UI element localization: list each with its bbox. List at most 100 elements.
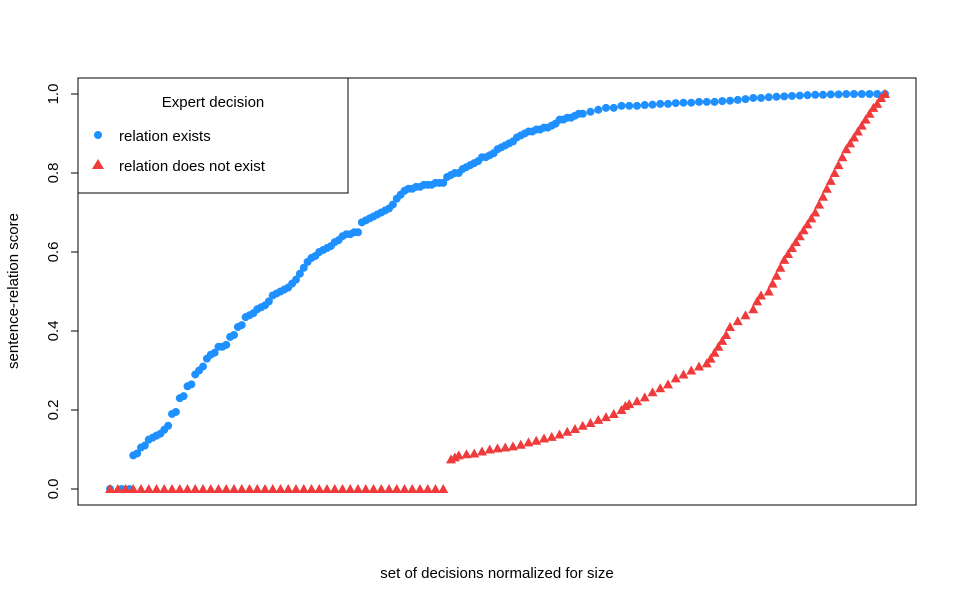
- data-point-relation-does-not-exist: [779, 254, 790, 264]
- data-point-relation-does-not-exist: [159, 484, 170, 493]
- data-point-relation-does-not-exist: [523, 437, 534, 447]
- data-point-relation-exists: [625, 101, 634, 110]
- data-point-relation-does-not-exist: [725, 322, 735, 332]
- data-point-relation-exists: [230, 330, 238, 339]
- data-point-relation-does-not-exist: [484, 444, 495, 454]
- data-point-relation-does-not-exist: [814, 199, 825, 209]
- y-tick-label: 1.0: [45, 84, 62, 105]
- data-point-relation-does-not-exist: [469, 448, 480, 458]
- data-point-relation-does-not-exist: [438, 484, 449, 493]
- data-point-relation-does-not-exist: [322, 484, 332, 493]
- data-point-relation-exists: [187, 380, 196, 389]
- data-point-relation-exists: [857, 90, 866, 98]
- data-point-relation-does-not-exist: [833, 160, 844, 170]
- data-point-relation-does-not-exist: [213, 484, 224, 493]
- data-point-relation-does-not-exist: [601, 412, 611, 422]
- data-point-relation-exists: [439, 178, 448, 187]
- data-point-relation-exists: [164, 421, 173, 430]
- data-point-relation-does-not-exist: [787, 243, 797, 253]
- legend-marker-relation-exists: [94, 131, 102, 139]
- data-point-relation-does-not-exist: [771, 270, 782, 280]
- data-point-relation-exists: [795, 91, 804, 100]
- data-point-relation-does-not-exist: [384, 484, 394, 493]
- data-point-relation-does-not-exist: [314, 484, 325, 493]
- data-point-relation-does-not-exist: [837, 152, 848, 162]
- data-point-relation-exists: [299, 263, 308, 272]
- data-point-relation-does-not-exist: [763, 286, 774, 296]
- data-point-relation-exists: [388, 200, 397, 209]
- data-point-relation-exists: [811, 90, 820, 99]
- data-point-relation-does-not-exist: [825, 175, 836, 185]
- data-point-relation-does-not-exist: [360, 484, 371, 493]
- data-point-relation-exists: [710, 97, 719, 106]
- data-point-relation-exists: [199, 362, 207, 371]
- data-point-relation-does-not-exist: [593, 414, 604, 424]
- data-point-relation-exists: [292, 275, 300, 284]
- data-point-relation-does-not-exist: [368, 484, 379, 493]
- data-point-relation-does-not-exist: [143, 484, 154, 493]
- data-point-relation-does-not-exist: [198, 484, 208, 493]
- data-point-relation-does-not-exist: [783, 248, 794, 258]
- data-point-relation-does-not-exist: [244, 484, 255, 493]
- data-point-relation-does-not-exist: [376, 484, 387, 493]
- data-point-relation-does-not-exist: [260, 484, 270, 493]
- data-point-relation-does-not-exist: [713, 341, 724, 351]
- data-point-relation-exists: [617, 101, 626, 110]
- legend-box: [77, 77, 349, 194]
- y-tick-label: 0.4: [45, 321, 62, 342]
- data-point-relation-does-not-exist: [818, 191, 828, 201]
- data-point-relation-does-not-exist: [477, 446, 487, 456]
- data-point-relation-does-not-exist: [798, 225, 809, 235]
- data-point-relation-does-not-exist: [864, 108, 875, 118]
- data-point-relation-does-not-exist: [531, 435, 542, 445]
- y-tick-label: 0.0: [45, 479, 62, 500]
- data-point-relation-exists: [171, 407, 180, 416]
- data-point-relation-exists: [210, 348, 219, 357]
- data-point-relation-does-not-exist: [732, 316, 743, 326]
- data-point-relation-does-not-exist: [721, 329, 732, 339]
- data-point-relation-does-not-exist: [790, 237, 801, 247]
- data-point-relation-does-not-exist: [515, 439, 526, 449]
- data-point-relation-exists: [826, 90, 835, 99]
- data-point-relation-does-not-exist: [663, 379, 673, 389]
- data-point-relation-does-not-exist: [849, 132, 859, 142]
- data-point-relation-does-not-exist: [639, 392, 650, 402]
- data-point-relation-exists: [718, 97, 727, 106]
- data-point-relation-does-not-exist: [461, 449, 472, 459]
- legend-label-relation-does-not-exist: relation does not exist: [119, 158, 266, 175]
- data-point-relation-does-not-exist: [632, 396, 642, 406]
- data-point-relation-exists: [679, 98, 688, 107]
- data-point-relation-does-not-exist: [492, 443, 503, 453]
- data-point-relation-does-not-exist: [670, 373, 681, 383]
- data-point-relation-exists: [140, 441, 149, 450]
- data-point-relation-does-not-exist: [353, 484, 363, 493]
- data-point-relation-exists: [772, 92, 781, 101]
- data-point-relation-does-not-exist: [872, 98, 883, 108]
- data-point-relation-exists: [354, 228, 362, 237]
- series-relation-does-not-exist: [105, 89, 890, 493]
- data-point-relation-exists: [295, 269, 304, 278]
- y-axis: 0.0 0.2 0.4 0.6 0.8 1.0: [45, 84, 79, 500]
- data-point-relation-does-not-exist: [775, 262, 786, 272]
- data-point-relation-does-not-exist: [705, 353, 716, 363]
- data-point-relation-does-not-exist: [570, 423, 580, 433]
- data-point-relation-does-not-exist: [686, 365, 697, 375]
- data-point-relation-does-not-exist: [112, 484, 123, 493]
- legend-title: Expert decision: [162, 94, 265, 111]
- data-point-relation-exists: [749, 93, 758, 102]
- data-point-relation-does-not-exist: [624, 399, 635, 409]
- data-point-relation-exists: [764, 93, 773, 102]
- data-point-relation-does-not-exist: [306, 484, 317, 493]
- data-point-relation-does-not-exist: [794, 231, 805, 241]
- data-point-relation-does-not-exist: [399, 484, 410, 493]
- data-point-relation-exists: [757, 93, 765, 102]
- data-point-relation-does-not-exist: [136, 484, 146, 493]
- legend-marker-relation-does-not-exist: [92, 159, 104, 169]
- data-point-relation-does-not-exist: [174, 484, 185, 493]
- data-point-relation-exists: [702, 97, 711, 106]
- data-point-relation-does-not-exist: [845, 138, 856, 148]
- data-point-relation-exists: [264, 297, 273, 306]
- data-point-relation-does-not-exist: [860, 114, 871, 124]
- legend-label-relation-exists: relation exists: [119, 128, 211, 145]
- data-point-relation-does-not-exist: [275, 484, 286, 493]
